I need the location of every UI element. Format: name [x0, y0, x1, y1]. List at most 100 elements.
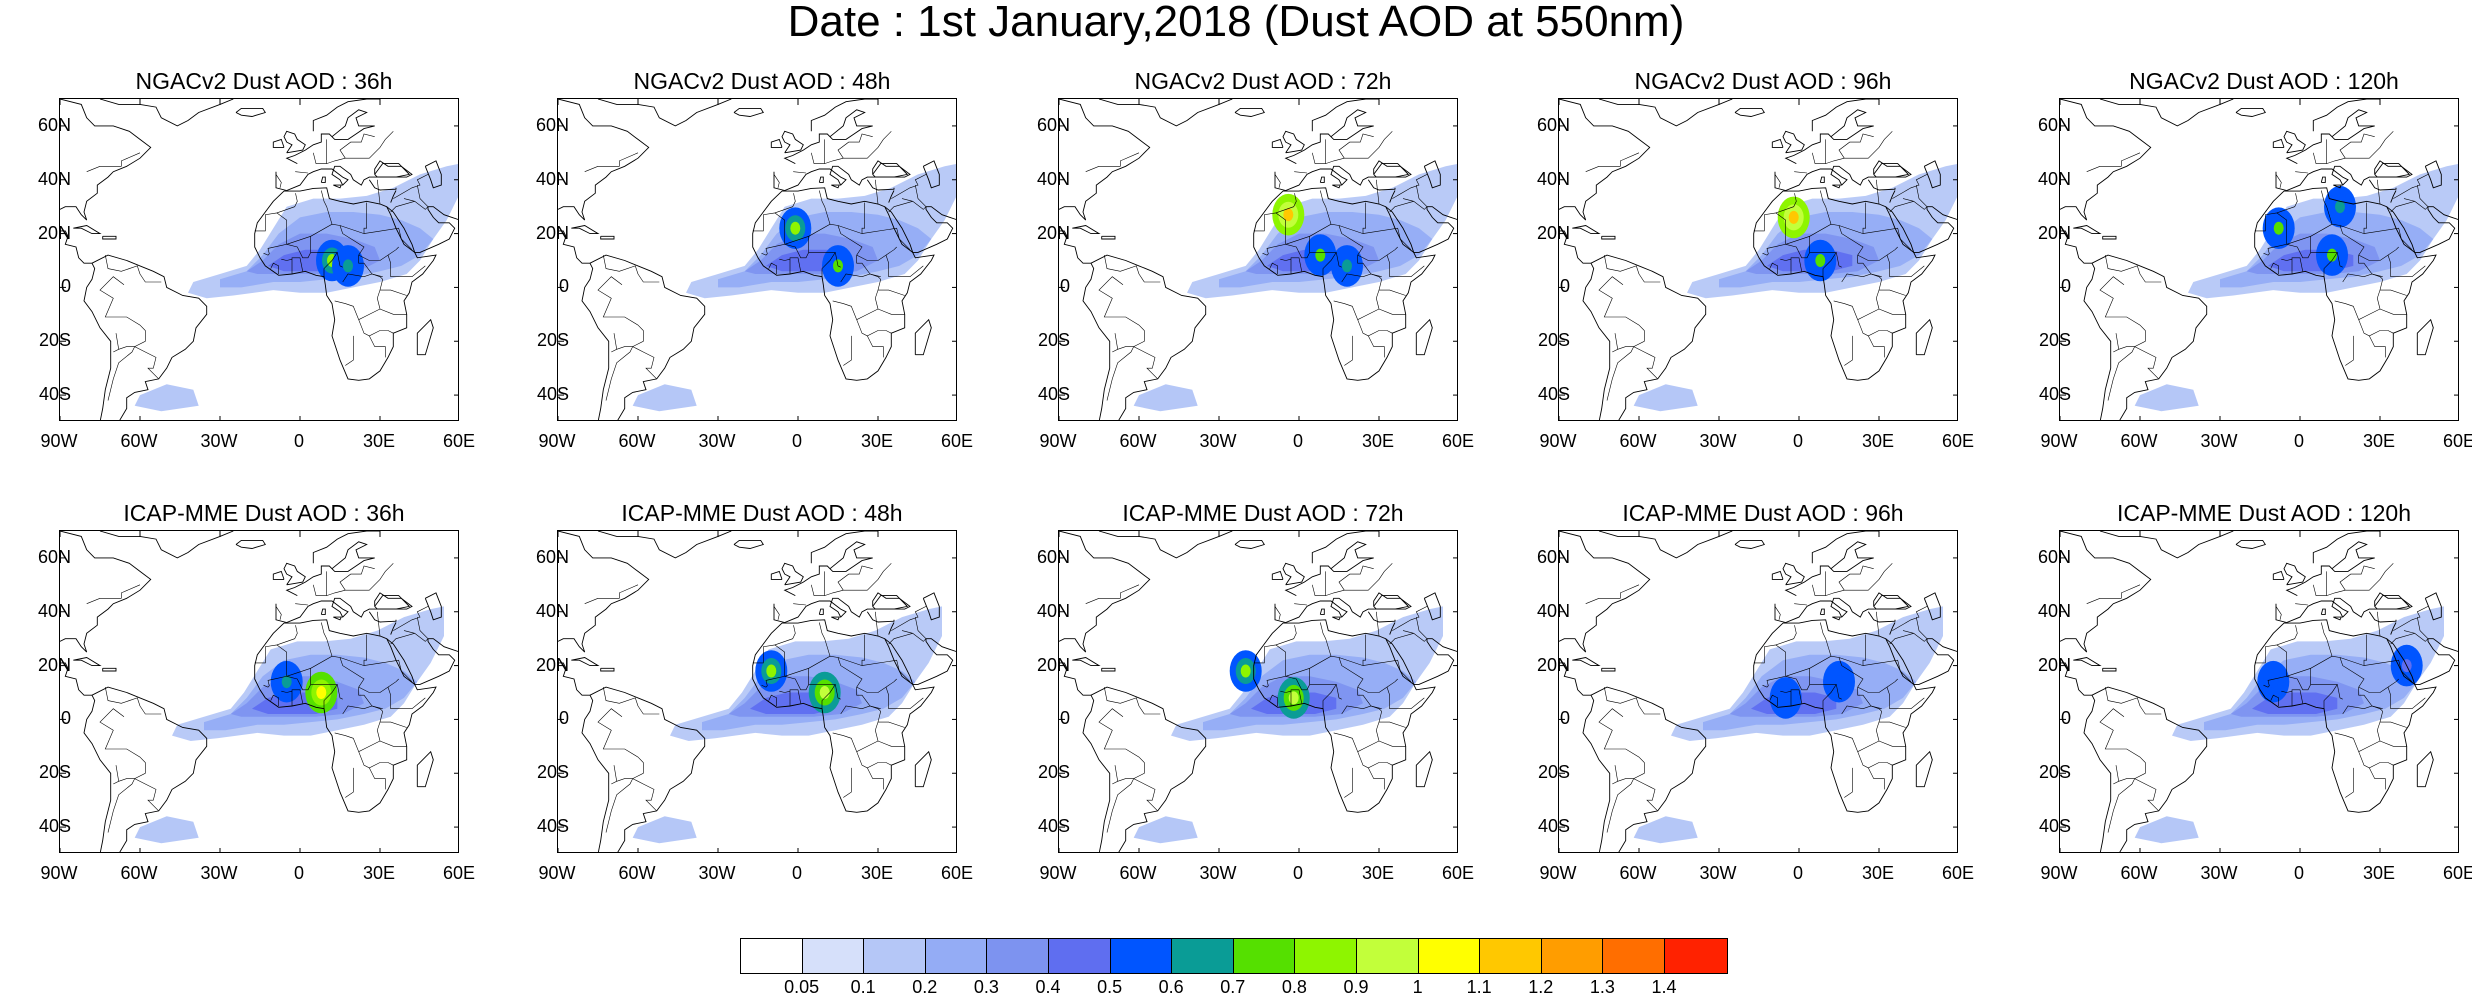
country-border	[1138, 705, 1161, 715]
colorbar-tick-label: 0.1	[850, 977, 876, 997]
coastline	[2073, 657, 2102, 667]
coastline	[733, 539, 764, 549]
country-border	[1274, 174, 1281, 188]
latitude-label: 0	[1559, 276, 1570, 297]
country-border	[1112, 765, 1119, 785]
coastline	[1784, 541, 1874, 597]
country-border	[393, 606, 429, 631]
latitude-label: 40N	[1536, 168, 1570, 189]
country-border	[605, 346, 633, 401]
country-border	[888, 201, 913, 213]
country-border	[837, 565, 873, 591]
country-border	[339, 133, 375, 159]
country-border	[2363, 659, 2413, 682]
coastline	[1389, 190, 1396, 203]
country-border	[867, 335, 884, 358]
country-border	[603, 255, 639, 275]
country-border	[2313, 131, 2394, 164]
coastline	[2060, 662, 2092, 696]
coastline	[374, 163, 411, 178]
longitude-label: 60W	[618, 863, 656, 883]
country-border	[323, 252, 338, 277]
country-border	[752, 193, 796, 232]
map-svg	[2060, 99, 2458, 420]
coastline	[558, 99, 650, 221]
country-border	[1294, 603, 1308, 606]
coastline	[773, 592, 911, 623]
country-border	[1362, 659, 1412, 682]
country-border	[2105, 687, 2141, 707]
country-border	[1402, 630, 1428, 642]
coastline	[2235, 107, 2266, 117]
longitude-label: 30E	[860, 863, 894, 883]
map-svg	[1559, 99, 1957, 420]
country-border	[793, 603, 807, 606]
coastline	[2275, 592, 2413, 623]
coastline	[783, 541, 873, 597]
country-border	[387, 255, 426, 277]
coastline	[1098, 99, 1233, 127]
country-border	[2275, 174, 2282, 188]
country-border	[856, 751, 892, 769]
coastline	[2374, 163, 2411, 178]
coastline	[1559, 531, 1651, 653]
country-border	[2377, 611, 2381, 637]
country-border	[1606, 346, 1634, 401]
coastline	[1559, 99, 1651, 221]
dust-aod-hotspot	[1788, 210, 1799, 224]
coastline	[781, 130, 804, 154]
country-border	[1338, 225, 1382, 277]
country-border	[2099, 276, 2159, 380]
country-border	[1106, 778, 1134, 833]
dust-aod-region	[1633, 816, 1698, 844]
longitude-label: 30E	[362, 431, 396, 451]
colorbar-swatch	[864, 939, 926, 973]
latitude-label: 0	[1059, 708, 1070, 729]
country-border	[2339, 657, 2383, 709]
country-border	[2358, 678, 2399, 693]
country-border	[2323, 684, 2338, 709]
latitude-label: 20S	[2038, 330, 2071, 351]
latitude-label: 40S	[536, 384, 569, 405]
coastline	[581, 686, 706, 852]
coastline	[818, 176, 824, 183]
coastline	[99, 99, 234, 127]
latitude-label: 60N	[2037, 114, 2071, 135]
colorbar-swatch	[925, 939, 988, 973]
colorbar-swatch	[987, 939, 1049, 973]
colorbar-tick-label: 0.3	[973, 977, 999, 997]
coastline	[810, 99, 878, 132]
country-border	[1809, 684, 1842, 700]
country-border	[875, 179, 879, 205]
country-border	[2417, 617, 2429, 639]
latitude-label: 20S	[536, 330, 569, 351]
colorbar-tick-label: 0.2	[912, 977, 938, 997]
country-border	[1879, 721, 1906, 728]
coastline	[1867, 611, 1896, 623]
country-border	[107, 346, 135, 401]
coastline	[2368, 611, 2397, 623]
country-border	[1416, 185, 1428, 207]
country-border	[2295, 171, 2309, 174]
coastline	[872, 163, 909, 178]
longitude-label: 0	[293, 431, 305, 451]
country-border	[878, 721, 905, 728]
coastline	[2386, 638, 2458, 685]
country-border	[363, 227, 413, 250]
dust-aod-hotspot	[2335, 200, 2345, 214]
latitude-label: 60N	[1536, 114, 1570, 135]
country-border	[1309, 252, 1342, 268]
country-border	[1294, 171, 1308, 174]
coastline	[1811, 531, 1879, 564]
country-border	[885, 687, 924, 709]
country-border	[139, 705, 162, 715]
country-border	[1378, 740, 1406, 747]
country-border	[1762, 644, 1786, 688]
dust-aod-region	[134, 816, 199, 844]
longitude-label: 90W	[40, 863, 78, 883]
coastline	[2285, 541, 2375, 597]
country-border	[1386, 255, 1425, 277]
country-border	[2358, 751, 2394, 769]
country-border	[1262, 212, 1286, 256]
coastline	[390, 622, 397, 635]
